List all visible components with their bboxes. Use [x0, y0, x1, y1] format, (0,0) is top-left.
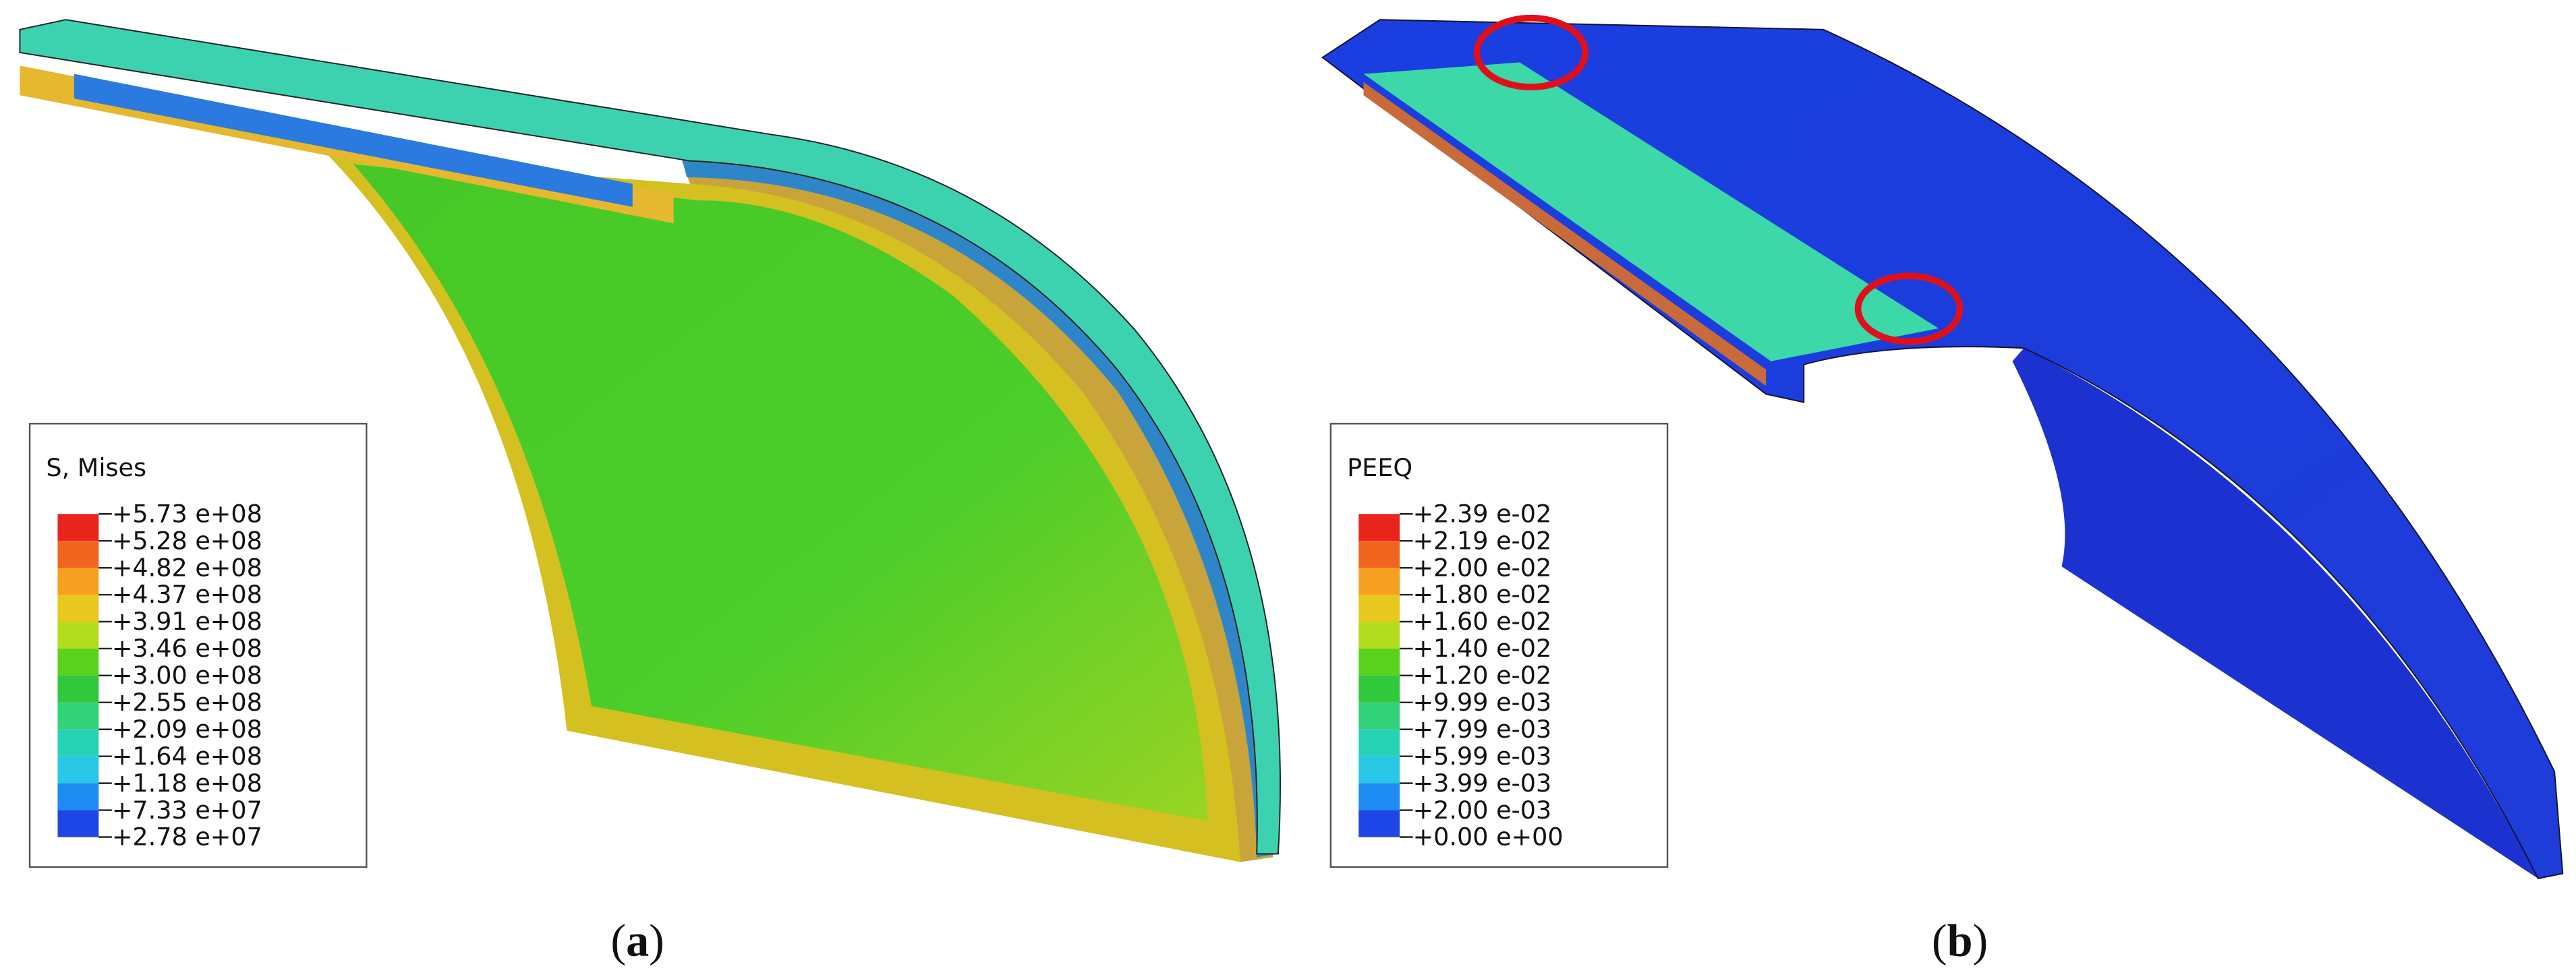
caption: (a) [610, 914, 664, 966]
legend-swatch [1358, 541, 1400, 568]
model-b [1321, 14, 2564, 879]
legend-label: +4.82 e+08 [112, 553, 262, 582]
slab-inner [74, 73, 633, 207]
fan-rim [681, 160, 1273, 862]
legend-label: +1.60 e-02 [1413, 607, 1552, 636]
legend-swatch [57, 729, 99, 757]
legend-label: +1.18 e+08 [112, 769, 262, 798]
legend-label: +5.73 e+08 [112, 499, 262, 528]
legend-label: +7.99 e-03 [1413, 715, 1552, 744]
legend-label: +2.19 e-02 [1413, 526, 1552, 555]
legend-swatch [1358, 568, 1400, 595]
highlight-circle [1854, 272, 1964, 345]
legend-label: +3.00 e+08 [112, 661, 262, 690]
legend-label: +3.91 e+08 [112, 607, 262, 636]
legend-label: +2.55 e+08 [112, 688, 262, 717]
legend-label: +3.99 e-03 [1413, 769, 1552, 798]
legend-swatch [1358, 622, 1400, 649]
legend-swatch [1358, 810, 1400, 837]
legend-label: +4.37 e+08 [112, 580, 262, 609]
legend-label: +2.39 e-02 [1413, 499, 1552, 528]
legend-swatch [57, 756, 99, 783]
legend-label: +3.46 e+08 [112, 634, 262, 663]
legend-swatch [57, 810, 99, 837]
channel [1363, 62, 1939, 361]
legend-swatch [57, 514, 99, 541]
fan-surface [353, 164, 1208, 821]
caption-part: a [626, 914, 649, 966]
legend-label: +5.99 e-03 [1413, 742, 1552, 771]
caption-part: ) [649, 914, 664, 966]
legend-label: +2.78 e+07 [112, 823, 262, 852]
legend-swatch [1358, 756, 1400, 783]
caption-part: ) [1972, 914, 1988, 966]
legend-label: +5.28 e+08 [112, 526, 262, 555]
lower-face [2012, 348, 2538, 879]
legend-label: +2.09 e+08 [112, 715, 262, 744]
legend-swatch [1358, 595, 1400, 622]
legend-title: S, Mises [46, 453, 146, 482]
legend-label: +0.00 e+00 [1413, 823, 1564, 852]
legend-swatch [1358, 702, 1400, 730]
channel-edge [1363, 82, 1767, 386]
legend-label: +9.99 e-03 [1413, 688, 1552, 717]
legend-swatch [1358, 675, 1400, 703]
legend-label: +2.00 e-02 [1413, 553, 1552, 582]
legend-swatch [57, 622, 99, 649]
caption-part: b [1947, 914, 1973, 966]
legend-swatch [1358, 514, 1400, 541]
legend-swatch [57, 568, 99, 595]
legend-label: +1.80 e-02 [1413, 580, 1552, 609]
legend-swatch [1358, 729, 1400, 757]
legend-title: PEEQ [1347, 453, 1412, 482]
slab-top [19, 19, 1281, 855]
legend-swatch [1358, 783, 1400, 810]
legend-label: +7.33 e+07 [112, 796, 262, 825]
legend-label: +1.20 e-02 [1413, 661, 1552, 690]
legend-label: +1.40 e-02 [1413, 634, 1552, 663]
model-a [19, 19, 1281, 862]
legend-swatch [57, 648, 99, 676]
caption: (b) [1932, 914, 1988, 966]
legend-swatch [57, 675, 99, 703]
legend-label: +1.64 e+08 [112, 742, 262, 771]
caption-part: ( [1932, 914, 1947, 966]
legend-swatch [57, 541, 99, 568]
legend-swatch [57, 702, 99, 730]
legend-swatch [57, 783, 99, 810]
legend-swatch [1358, 648, 1400, 676]
legend-swatch [57, 595, 99, 622]
caption-part: ( [610, 914, 626, 966]
highlight-circle [1473, 14, 1589, 90]
legend-label: +2.00 e-03 [1413, 796, 1552, 825]
